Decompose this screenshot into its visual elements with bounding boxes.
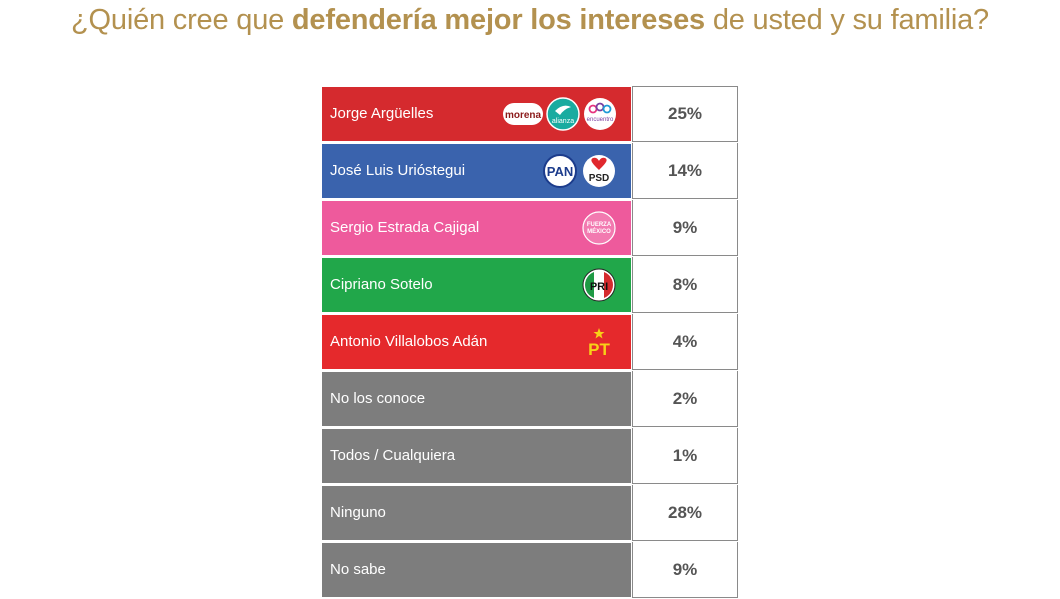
party-logos: PT [581,315,617,369]
candidate-cell: Cipriano Sotelo PRI [322,258,631,312]
table-row: Ninguno 28% [322,485,738,542]
table-row: No sabe 9% [322,542,738,599]
table-row: Jorge Argüelles morena alianza encuentro [322,86,738,143]
party-logos: morena alianza encuentro [503,87,617,141]
candidate-cell: No los conoce [322,372,631,426]
title-part-1: ¿Quién cree que [71,4,292,36]
fuerza-mexico-logo-icon: FUERZA MÉXICO [582,211,616,245]
svg-text:encuentro: encuentro [587,117,614,123]
percentage-cell: 8% [632,257,738,313]
psd-logo-icon: PSD [583,155,615,187]
table-row: No los conoce 2% [322,371,738,428]
table-row: Todos / Cualquiera 1% [322,428,738,485]
candidate-cell: Antonio Villalobos Adán PT [322,315,631,369]
svg-text:alianza: alianza [552,118,574,125]
morena-logo-icon: morena [503,103,543,125]
percentage-cell: 9% [632,200,738,256]
candidate-label: Jorge Argüelles [330,105,434,122]
alianza-logo-icon: alianza [546,97,580,131]
svg-text:morena: morena [505,110,542,121]
candidate-label: Ninguno [330,504,386,521]
candidate-label: Cipriano Sotelo [330,276,433,293]
percentage-cell: 14% [632,143,738,199]
title-bold: defendería mejor los intereses [291,4,705,36]
results-table: Jorge Argüelles morena alianza encuentro [322,86,738,599]
table-row: Antonio Villalobos Adán PT 4% [322,314,738,371]
pt-logo-icon: PT [588,328,610,359]
svg-text:PT: PT [588,340,610,359]
candidate-cell: Jorge Argüelles morena alianza encuentro [322,87,631,141]
party-logos: PRI [581,258,617,312]
percentage-cell: 25% [632,86,738,142]
svg-text:FUERZA: FUERZA [587,222,612,228]
svg-text:MÉXICO: MÉXICO [587,227,611,235]
candidate-cell: No sabe [322,543,631,597]
svg-text:PRI: PRI [590,281,608,293]
candidate-label: Antonio Villalobos Adán [330,333,488,350]
svg-text:PSD: PSD [589,173,610,184]
candidate-cell: Todos / Cualquiera [322,429,631,483]
percentage-cell: 2% [632,371,738,427]
party-logos: PAN PSD [542,144,617,198]
encuentro-logo-icon: encuentro [584,98,616,130]
candidate-cell: Ninguno [322,486,631,540]
percentage-cell: 28% [632,485,738,541]
candidate-label: Todos / Cualquiera [330,447,456,464]
table-row: Cipriano Sotelo PRI 8% [322,257,738,314]
candidate-label: José Luis Urióstegui [330,162,466,179]
party-logos: FUERZA MÉXICO [581,201,617,255]
percentage-cell: 4% [632,314,738,370]
pri-logo-icon: PRI [582,268,616,302]
percentage-cell: 1% [632,428,738,484]
candidate-cell: José Luis Urióstegui PAN PSD [322,144,631,198]
table-row: José Luis Urióstegui PAN PSD 14% [322,143,738,200]
svg-text:PAN: PAN [547,164,573,179]
title-part-2: de usted y su familia? [704,4,989,36]
table-row: Sergio Estrada Cajigal FUERZA MÉXICO 9% [322,200,738,257]
percentage-cell: 9% [632,542,738,598]
pan-logo-icon: PAN [543,154,577,188]
candidate-label: Sergio Estrada Cajigal [330,219,480,236]
candidate-label: No sabe [330,561,386,578]
chart-title: ¿Quién cree que defendería mejor los int… [0,4,1060,37]
candidate-cell: Sergio Estrada Cajigal FUERZA MÉXICO [322,201,631,255]
candidate-label: No los conoce [330,390,426,407]
